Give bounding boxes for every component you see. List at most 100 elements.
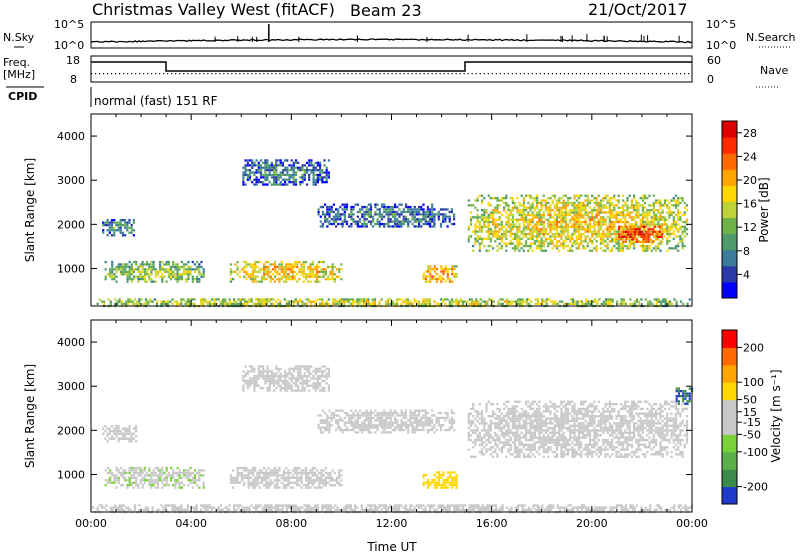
data-point — [326, 208, 329, 211]
data-point — [553, 220, 556, 224]
data-point — [606, 199, 609, 202]
data-point — [480, 225, 484, 228]
nave-dot — [155, 73, 157, 75]
data-point — [337, 213, 340, 216]
data-point — [339, 409, 342, 412]
data-point — [258, 268, 261, 271]
data-point — [193, 302, 196, 305]
data-point — [115, 224, 118, 227]
data-point — [498, 242, 501, 245]
data-point — [259, 171, 263, 174]
data-point — [602, 242, 605, 245]
data-point — [282, 280, 286, 283]
data-point — [246, 300, 249, 303]
data-point — [437, 411, 440, 415]
data-point — [394, 416, 397, 420]
data-point — [630, 199, 633, 202]
data-point — [444, 215, 447, 218]
data-point — [494, 225, 497, 228]
data-point — [242, 370, 245, 373]
data-point — [429, 277, 432, 281]
data-point — [540, 230, 543, 233]
data-point — [108, 231, 111, 234]
data-point — [126, 484, 129, 487]
data-point — [619, 249, 622, 252]
data-point — [672, 216, 675, 219]
data-point — [326, 205, 329, 209]
data-point — [319, 431, 322, 434]
data-point — [331, 263, 334, 266]
data-point — [595, 216, 598, 219]
data-point — [589, 300, 592, 303]
data-point — [113, 268, 116, 271]
data-point — [284, 379, 287, 383]
data-point — [330, 222, 333, 226]
data-point — [555, 201, 559, 205]
data-point — [516, 247, 519, 250]
data-point — [496, 237, 499, 240]
data-point — [285, 280, 288, 283]
data-point — [275, 171, 278, 174]
data-point — [608, 232, 611, 236]
data-point — [577, 201, 581, 205]
data-point — [617, 194, 620, 197]
data-point — [498, 204, 501, 207]
data-point — [646, 218, 649, 221]
data-point — [356, 220, 359, 223]
data-point — [613, 197, 616, 200]
data-point — [245, 474, 248, 477]
data-point — [169, 270, 173, 273]
data-point — [418, 213, 421, 216]
data-point — [316, 164, 319, 167]
data-point — [313, 268, 316, 271]
data-point — [514, 302, 517, 305]
data-point — [394, 218, 397, 221]
data-point — [246, 178, 249, 181]
data-point — [254, 280, 257, 283]
data-point — [474, 230, 477, 233]
data-point — [363, 220, 366, 223]
data-point — [685, 220, 689, 224]
data-point — [307, 275, 310, 278]
data-point — [290, 377, 293, 380]
data-point — [496, 204, 499, 207]
data-point — [442, 424, 445, 427]
data-point — [652, 194, 655, 197]
data-point — [396, 411, 399, 415]
data-point — [560, 206, 563, 209]
data-point — [150, 481, 153, 484]
data-point — [142, 302, 145, 305]
data-point — [367, 298, 370, 301]
data-point — [555, 220, 559, 224]
data-point — [183, 484, 186, 487]
data-point — [274, 270, 277, 273]
data-point — [286, 178, 289, 181]
data-point — [597, 235, 600, 238]
data-point — [657, 216, 660, 219]
data-point — [117, 469, 120, 472]
data-point — [617, 230, 620, 233]
data-point — [635, 204, 638, 207]
data-point — [418, 225, 421, 228]
data-point — [143, 263, 146, 266]
data-point — [606, 228, 609, 231]
data-point — [367, 421, 370, 424]
data-point — [264, 375, 267, 378]
data-point — [527, 218, 530, 221]
data-point — [547, 225, 550, 228]
nave-dot — [219, 73, 221, 75]
data-point — [189, 268, 192, 271]
data-point — [318, 486, 321, 489]
data-point — [474, 225, 477, 228]
data-point — [340, 469, 343, 472]
data-point — [326, 218, 329, 221]
data-point — [629, 302, 632, 305]
data-point — [128, 430, 131, 433]
data-point — [150, 268, 153, 271]
data-point — [263, 476, 266, 479]
data-point — [328, 210, 331, 214]
data-point — [446, 272, 449, 276]
data-point — [681, 225, 684, 228]
data-point — [650, 242, 653, 245]
data-point — [341, 222, 344, 226]
